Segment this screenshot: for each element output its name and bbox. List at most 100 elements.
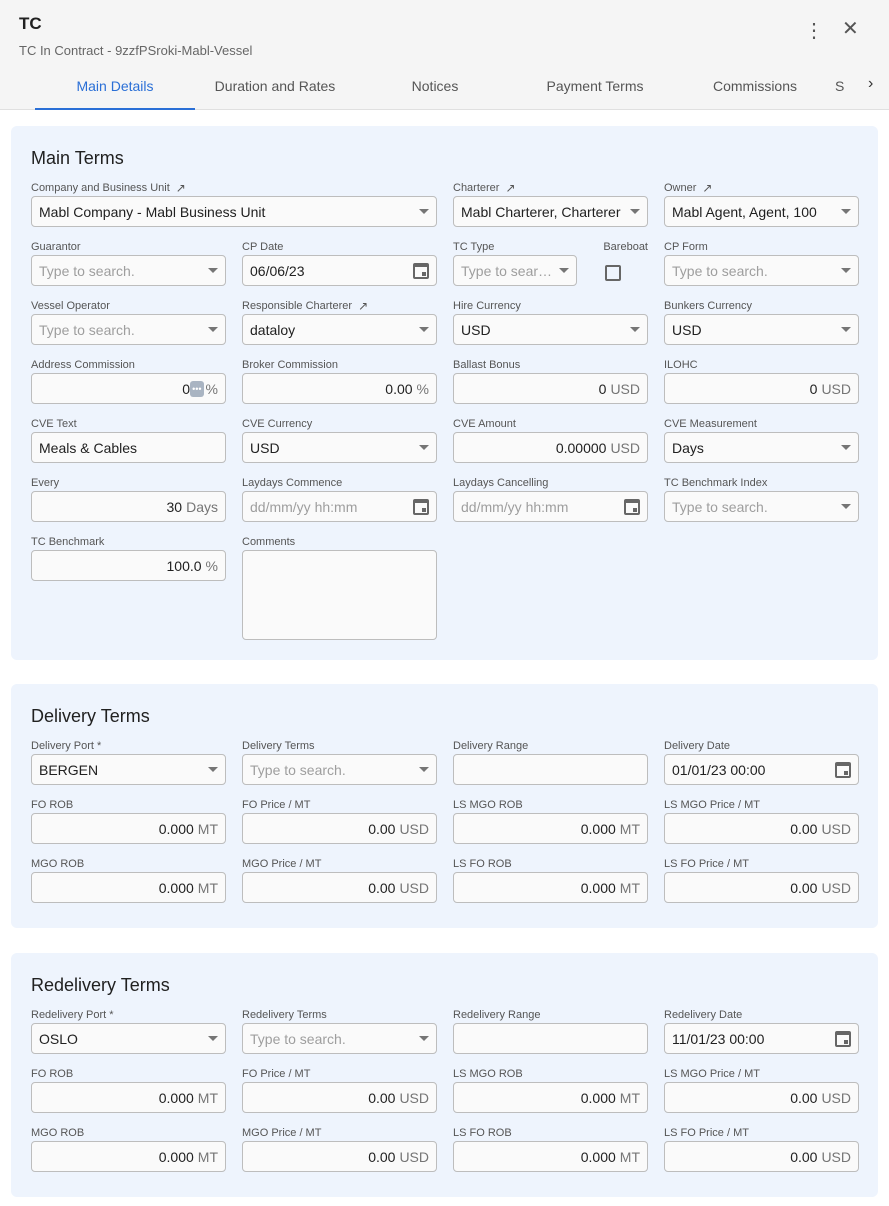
owner-value: Mabl Agent, Agent, 100 <box>672 203 817 220</box>
dropdown-arrow-icon[interactable] <box>419 445 429 450</box>
calendar-icon[interactable] <box>624 498 640 515</box>
ls-mgo-price-mt-value: 0.00 <box>790 1089 818 1106</box>
calendar-icon[interactable] <box>835 1030 851 1047</box>
redelivery-range-group: Redelivery Range <box>453 1007 648 1054</box>
external-link-icon[interactable]: ↗ <box>702 181 713 195</box>
vessel-operator-label-text: Vessel Operator <box>31 300 110 312</box>
ilohc-input[interactable]: 0 USD <box>664 373 859 404</box>
mgo-price-mt-input[interactable]: 0.00 USD <box>242 872 437 903</box>
tab-commissions[interactable]: Commissions <box>712 78 797 94</box>
ls-fo-rob-input[interactable]: 0.000 MT <box>453 1141 648 1172</box>
bunkers-currency-select[interactable]: USD <box>664 314 859 345</box>
field-redelivery-terms: Redelivery Terms Type to search. <box>242 1007 437 1054</box>
dropdown-arrow-icon[interactable] <box>841 445 851 450</box>
laydays-cancelling-date-picker[interactable]: dd/mm/yy hh:mm <box>453 491 648 522</box>
delivery-terms-group: Delivery Terms Type to search. <box>242 738 437 785</box>
tc-benchmark-input[interactable]: 100.0% <box>31 550 226 581</box>
charterer-select[interactable]: Mabl Charterer, Charterer <box>453 196 648 227</box>
field-ls-fo-price-mt: LS FO Price / MT 0.00 USD <box>664 856 859 903</box>
redelivery-port-select[interactable]: OSLO <box>31 1023 226 1054</box>
cve-measurement-select[interactable]: Days <box>664 432 859 463</box>
owner-select[interactable]: Mabl Agent, Agent, 100 <box>664 196 859 227</box>
mgo-rob-input[interactable]: 0.000 MT <box>31 1141 226 1172</box>
tab-duration-and-rates[interactable]: Duration and Rates <box>214 78 336 94</box>
dropdown-arrow-icon[interactable] <box>841 268 851 273</box>
dropdown-arrow-icon[interactable] <box>419 767 429 772</box>
dropdown-arrow-icon[interactable] <box>208 1036 218 1041</box>
tab-notices[interactable]: Notices <box>411 78 459 94</box>
ls-mgo-rob-input[interactable]: 0.000 MT <box>453 1082 648 1113</box>
mgo-rob-input[interactable]: 0.000 MT <box>31 872 226 903</box>
ls-fo-price-mt-input[interactable]: 0.00 USD <box>664 1141 859 1172</box>
chevron-right-icon[interactable]: › <box>868 75 874 92</box>
fo-rob-input[interactable]: 0.000 MT <box>31 1082 226 1113</box>
dropdown-arrow-icon[interactable] <box>208 767 218 772</box>
delivery-terms-select[interactable]: Type to search. <box>242 754 437 785</box>
cp-form-select[interactable]: Type to search. <box>664 255 859 286</box>
dropdown-arrow-icon[interactable] <box>841 209 851 214</box>
ls-mgo-rob-unit: MT <box>619 820 640 837</box>
dropdown-arrow-icon[interactable] <box>208 268 218 273</box>
fo-price-mt-input[interactable]: 0.00 USD <box>242 1082 437 1113</box>
cp-date-date-picker[interactable]: 06/06/23 <box>242 255 437 286</box>
calendar-icon[interactable] <box>413 262 429 279</box>
redelivery-date-date-picker[interactable]: 11/01/23 00:00 <box>664 1023 859 1054</box>
ballast-bonus-input[interactable]: 0 USD <box>453 373 648 404</box>
dropdown-arrow-icon[interactable] <box>419 209 429 214</box>
external-link-icon[interactable]: ↗ <box>358 299 369 313</box>
tc-benchmark-index-select[interactable]: Type to search. <box>664 491 859 522</box>
broker-commission-input[interactable]: 0.00% <box>242 373 437 404</box>
mgo-rob-unit: MT <box>197 879 218 896</box>
responsible-charterer-select[interactable]: dataloy <box>242 314 437 345</box>
delivery-range-input[interactable] <box>453 754 648 785</box>
dropdown-arrow-icon[interactable] <box>419 1036 429 1041</box>
calendar-icon[interactable] <box>835 761 851 778</box>
ls-fo-rob-input[interactable]: 0.000 MT <box>453 872 648 903</box>
ellipsis-icon[interactable]: ••• <box>190 380 204 397</box>
mgo-price-mt-input[interactable]: 0.00 USD <box>242 1141 437 1172</box>
ls-mgo-price-mt-input[interactable]: 0.00 USD <box>664 1082 859 1113</box>
address-commission-input[interactable]: 0 •••% <box>31 373 226 404</box>
redelivery-terms-select[interactable]: Type to search. <box>242 1023 437 1054</box>
ls-mgo-rob-input[interactable]: 0.000 MT <box>453 813 648 844</box>
tc-type-label: TC Type <box>453 239 577 255</box>
field-mgo-rob: MGO ROB 0.000 MT <box>31 1125 226 1172</box>
dropdown-arrow-icon[interactable] <box>630 327 640 332</box>
dropdown-arrow-icon[interactable] <box>208 327 218 332</box>
company-and-business-unit-select[interactable]: Mabl Company - Mabl Business Unit <box>31 196 437 227</box>
dropdown-arrow-icon[interactable] <box>841 504 851 509</box>
dropdown-arrow-icon[interactable] <box>630 209 640 214</box>
vessel-operator-select[interactable]: Type to search. <box>31 314 226 345</box>
delivery-port-select[interactable]: BERGEN <box>31 754 226 785</box>
fo-rob-input[interactable]: 0.000 MT <box>31 813 226 844</box>
close-icon[interactable]: ✕ <box>842 18 859 40</box>
dropdown-arrow-icon[interactable] <box>841 327 851 332</box>
bareboat-checkbox[interactable] <box>604 265 621 281</box>
external-link-icon[interactable]: ↗ <box>175 181 186 195</box>
cve-currency-select[interactable]: USD <box>242 432 437 463</box>
laydays-commence-date-picker[interactable]: dd/mm/yy hh:mm <box>242 491 437 522</box>
cve-measurement-label-text: CVE Measurement <box>664 418 757 430</box>
calendar-icon[interactable] <box>413 498 429 515</box>
redelivery-range-input[interactable] <box>453 1023 648 1054</box>
comments-input[interactable] <box>242 550 437 640</box>
dropdown-arrow-icon[interactable] <box>419 327 429 332</box>
guarantor-select[interactable]: Type to search. <box>31 255 226 286</box>
laydays-cancelling-label: Laydays Cancelling <box>453 475 648 491</box>
tc-type-select[interactable]: Type to search. <box>453 255 577 286</box>
tab-payment-terms[interactable]: Payment Terms <box>546 78 644 94</box>
every-input[interactable]: 30 Days <box>31 491 226 522</box>
hire-currency-select[interactable]: USD <box>453 314 648 345</box>
tab-truncated[interactable]: S <box>835 78 845 94</box>
tab-main-details[interactable]: Main Details <box>35 70 195 110</box>
dropdown-arrow-icon[interactable] <box>559 268 569 273</box>
cve-text-input[interactable]: Meals & Cables <box>31 432 226 463</box>
ls-mgo-price-mt-input[interactable]: 0.00 USD <box>664 813 859 844</box>
delivery-date-date-picker[interactable]: 01/01/23 00:00 <box>664 754 859 785</box>
external-link-icon[interactable]: ↗ <box>505 181 516 195</box>
fo-price-mt-input[interactable]: 0.00 USD <box>242 813 437 844</box>
cve-amount-input[interactable]: 0.00000 USD <box>453 432 648 463</box>
more-options-icon[interactable]: ⋮ <box>804 20 824 42</box>
ls-fo-price-mt-input[interactable]: 0.00 USD <box>664 872 859 903</box>
ls-mgo-price-mt-label-text: LS MGO Price / MT <box>664 1068 760 1080</box>
